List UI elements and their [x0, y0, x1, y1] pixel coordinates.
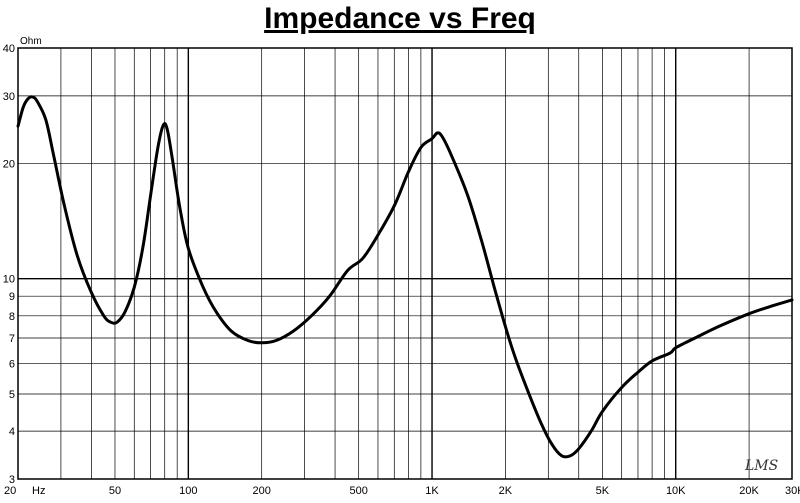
- x-tick-label: 20K: [739, 485, 759, 497]
- y-tick-label: 9: [9, 291, 15, 303]
- x-tick-label: 50: [109, 485, 121, 497]
- y-tick-label: 10: [3, 274, 15, 286]
- lms-watermark: LMS: [744, 458, 778, 474]
- chart-title: Impedance vs Freq: [264, 2, 536, 35]
- x-unit-label: Hz: [32, 485, 45, 497]
- x-tick-label: 30K: [785, 485, 800, 497]
- y-tick-label: 8: [9, 311, 15, 323]
- y-tick-label: 30: [3, 91, 15, 103]
- grid: [18, 48, 792, 479]
- impedance-curve: [16, 95, 794, 459]
- x-tick-label: 500: [349, 485, 367, 497]
- y-tick-label: 40: [3, 43, 15, 55]
- y-tick-label: 3: [9, 474, 15, 486]
- x-tick-label: 20: [4, 485, 16, 497]
- tick-labels: 20 50 100 200 500 1K 2K 5K 10K 20K 30K 3 4 5 6 7 8 9 10 20 3…: [3, 43, 800, 497]
- x-tick-label: 1K: [425, 485, 439, 497]
- x-tick-label: 200: [253, 485, 271, 497]
- x-tick-label: 100: [179, 485, 197, 497]
- y-tick-label: 4: [9, 426, 15, 438]
- y-unit-label: Ohm: [20, 36, 42, 47]
- y-tick-label: 6: [9, 359, 15, 371]
- x-tick-label: 5K: [596, 485, 610, 497]
- x-tick-label: 10K: [666, 485, 686, 497]
- y-tick-label: 20: [3, 158, 15, 170]
- y-tick-label: 5: [9, 389, 15, 401]
- y-tick-label: 7: [9, 333, 15, 345]
- x-tick-label: 2K: [499, 485, 513, 497]
- plot-frame: [17, 47, 793, 480]
